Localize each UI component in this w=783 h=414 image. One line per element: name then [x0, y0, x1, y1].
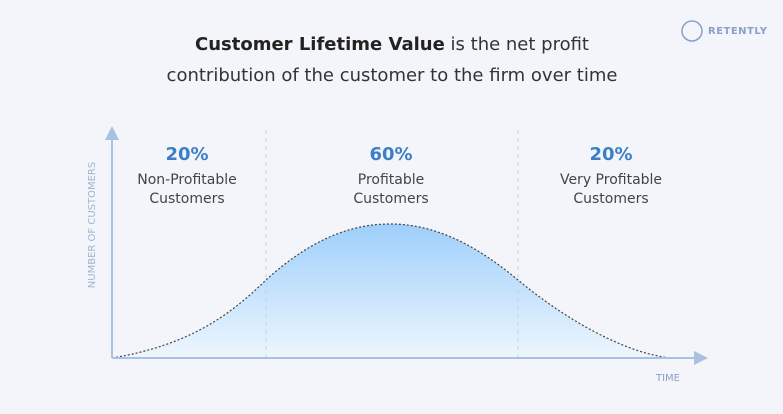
segment-label: Customers — [149, 191, 224, 207]
segments: 20% Non-Profitable Customers 60% Profitable C… — [137, 144, 662, 207]
brand: RETENTLY — [708, 26, 768, 37]
title-rest: is the net profit — [451, 34, 589, 55]
segment-label: Customers — [573, 191, 648, 207]
title-line-2: contribution of the customer to the firm… — [167, 65, 618, 86]
title-bold: Customer Lifetime Value — [195, 34, 445, 55]
segment-label: Profitable — [358, 172, 425, 188]
segment-percent: 20% — [165, 144, 208, 165]
brand-icon — [681, 20, 703, 42]
title-line-1: Customer Lifetime Value is the net profi… — [195, 34, 589, 55]
x-axis-label: TIME — [655, 373, 680, 384]
segment-label: Customers — [353, 191, 428, 207]
segment-label: Very Profitable — [560, 172, 662, 188]
y-axis-arrow — [105, 126, 119, 140]
segment-percent: 20% — [589, 144, 632, 165]
segment-percent: 60% — [369, 144, 412, 165]
segment-label: Non-Profitable — [137, 172, 236, 188]
y-axis-label: NUMBER OF CUSTOMERS — [87, 162, 98, 288]
x-axis-arrow — [694, 351, 708, 365]
curve-area — [112, 224, 670, 358]
